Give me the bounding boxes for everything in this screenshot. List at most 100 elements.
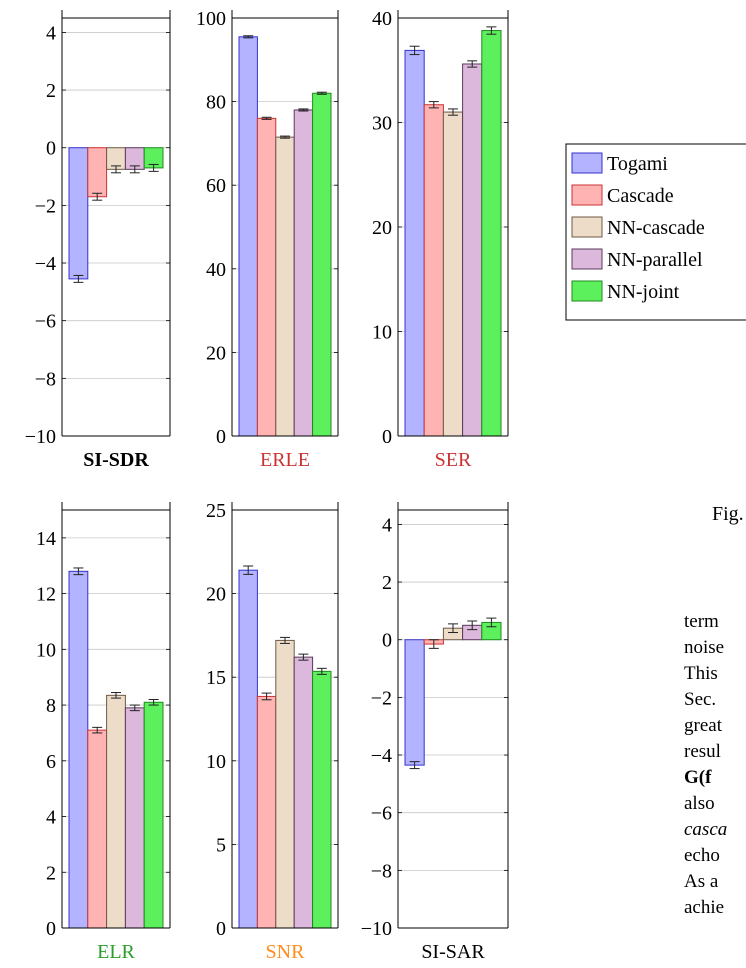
y-tick-label: 6 [46, 751, 56, 773]
y-tick-label: 40 [372, 8, 392, 30]
y-tick-label: 2 [382, 572, 392, 594]
y-tick-label: 60 [206, 175, 226, 197]
y-tick-label: 2 [46, 80, 56, 102]
y-tick-label: 100 [196, 8, 226, 30]
error-bar [111, 692, 121, 699]
error-bar [409, 45, 420, 56]
y-tick-label: 14 [36, 528, 56, 550]
bar-cascade [256, 117, 277, 437]
y-tick-label: 0 [46, 918, 56, 940]
y-tick-label: 20 [206, 342, 226, 364]
x-axis-label: ERLE [260, 449, 310, 471]
side-text-line: G(f [684, 767, 712, 788]
y-tick-label: 25 [206, 500, 226, 522]
y-tick-label: −10 [25, 426, 56, 448]
y-tick-label: 5 [216, 834, 226, 856]
chart-panel-ser: 40 30 20 10 0 SER [372, 8, 509, 471]
legend-label: NN-parallel [607, 249, 703, 271]
bar-togami [404, 639, 425, 766]
y-tick-label: −8 [35, 368, 56, 390]
bar-nn-parallel [124, 707, 145, 929]
y-tick-label: 12 [36, 584, 56, 606]
bar-togami [68, 147, 89, 280]
y-tick-label: 0 [46, 138, 56, 160]
bar-togami [68, 570, 89, 929]
legend-label: NN-cascade [607, 217, 705, 239]
bar-nn-parallel [462, 63, 483, 437]
error-bar [111, 165, 121, 174]
side-text-line: also [684, 793, 715, 814]
error-bar [92, 726, 103, 734]
y-tick-label: 40 [206, 259, 226, 281]
side-text-line: achie [684, 897, 724, 918]
side-text-line: term [684, 611, 719, 632]
y-tick-label: −2 [371, 687, 392, 709]
legend-swatch-togami [571, 152, 603, 174]
chart-panel-si-sar: 4 2 0 −2 −4 −6 −8 −10 SI-SAR [361, 502, 509, 963]
x-axis-label: SI-SAR [421, 941, 485, 963]
y-tick-label: 15 [206, 667, 226, 689]
bar-nn-cascade [442, 111, 464, 437]
side-text: Fig. term noise This Sec. great resul G(f also ca… [684, 503, 744, 918]
bar-nn-parallel [293, 656, 314, 929]
y-tick-label: −4 [371, 745, 392, 767]
x-axis-label: SI-SDR [83, 449, 149, 471]
y-tick-label: 10 [206, 751, 226, 773]
side-text-line: resul [684, 741, 721, 762]
error-bar [298, 108, 309, 112]
y-tick-label: −6 [371, 803, 392, 825]
y-tick-label: 4 [46, 22, 56, 44]
error-bar [261, 116, 272, 120]
error-bar [428, 101, 439, 109]
bar-nn-cascade [275, 136, 295, 437]
bar-nn-joint [312, 670, 332, 929]
y-tick-label: −10 [361, 918, 392, 940]
error-bar [243, 565, 254, 575]
bar-nn-joint [481, 30, 502, 437]
error-bar [316, 667, 327, 675]
y-tick-label: 0 [382, 426, 392, 448]
y-tick-label: 0 [216, 918, 226, 940]
bar-cascade [87, 729, 108, 929]
x-axis-label: ELR [97, 941, 135, 963]
error-bar [467, 620, 478, 631]
bar-nn-joint [312, 92, 332, 437]
side-text-line: Sec. [684, 689, 716, 710]
chart-panel-snr: 25 20 15 10 5 0 SNR [206, 500, 339, 963]
y-tick-label: 4 [382, 514, 392, 536]
bar-nn-cascade [106, 694, 126, 929]
fig-label: Fig. [712, 503, 744, 525]
error-bar [148, 698, 159, 706]
y-tick-label: −6 [35, 311, 56, 333]
y-tick-label: 80 [206, 92, 226, 114]
x-axis-label: SER [435, 449, 472, 471]
bar-cascade [423, 104, 444, 437]
bar-togami [238, 569, 258, 929]
bar-cascade [87, 147, 108, 198]
y-tick-label: −4 [35, 253, 56, 275]
error-bar [148, 163, 159, 172]
legend-swatch-cascade [571, 184, 603, 206]
y-tick-label: 8 [46, 695, 56, 717]
error-bar [448, 623, 458, 634]
side-text-line: As a [684, 871, 719, 892]
y-tick-label: 10 [36, 639, 56, 661]
error-bar [73, 274, 84, 283]
y-tick-label: −8 [371, 860, 392, 882]
error-bar [73, 567, 84, 576]
error-bar [409, 761, 420, 770]
bar-togami [238, 36, 258, 437]
error-bar [316, 91, 327, 95]
y-tick-label: 0 [382, 630, 392, 652]
error-bar [261, 692, 272, 701]
bar-nn-cascade [275, 639, 295, 929]
legend-swatch-nn-parallel [571, 248, 603, 270]
error-bar [486, 26, 497, 35]
bar-cascade [256, 695, 277, 929]
bar-togami [404, 49, 425, 437]
bar-nn-joint [143, 701, 164, 929]
side-text-line: This [684, 663, 718, 684]
y-tick-label: 10 [372, 322, 392, 344]
y-tick-label: −2 [35, 195, 56, 217]
